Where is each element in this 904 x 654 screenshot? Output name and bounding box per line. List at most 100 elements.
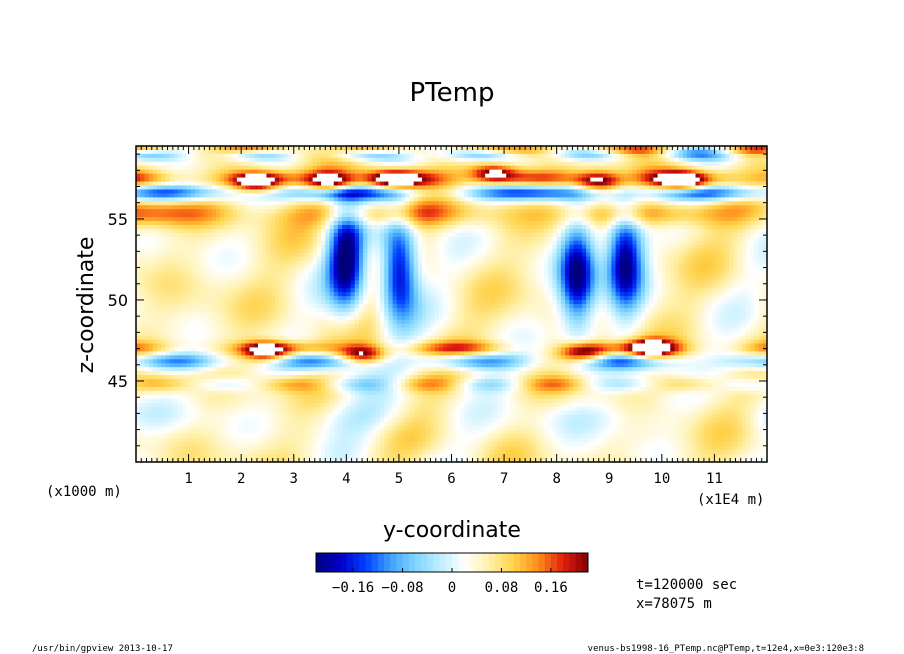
heatmap-cell — [354, 228, 360, 234]
heatmap-cell — [657, 248, 663, 254]
heatmap-cell — [493, 268, 499, 273]
heatmap-cell — [367, 228, 373, 234]
heatmap-cell — [737, 240, 743, 246]
heatmap-cell — [401, 177, 406, 183]
heatmap-cell — [615, 189, 621, 194]
heatmap-cell — [489, 228, 495, 234]
heatmap-cell — [182, 248, 188, 254]
heatmap-cell — [544, 272, 549, 277]
heatmap-cell — [573, 165, 579, 171]
heatmap-cell — [586, 236, 591, 242]
heatmap-cell — [649, 149, 655, 155]
heatmap-cell — [152, 205, 158, 210]
heatmap-cell — [645, 177, 650, 183]
heatmap-cell — [565, 149, 570, 155]
heatmap-cell — [602, 201, 608, 206]
heatmap-cell — [506, 165, 511, 171]
heatmap-cell — [392, 189, 398, 194]
heatmap-cell — [438, 260, 444, 266]
heatmap-cell — [430, 149, 436, 155]
heatmap-cell — [514, 256, 520, 262]
heatmap-cell — [215, 260, 221, 266]
heatmap-cell — [745, 260, 751, 266]
heatmap-cell — [733, 165, 739, 171]
heatmap-cell — [548, 217, 554, 222]
heatmap-cell — [283, 205, 289, 210]
heatmap-cell — [224, 228, 230, 234]
heatmap-cell — [358, 221, 364, 226]
heatmap-cell — [699, 177, 705, 183]
heatmap-cell — [468, 161, 474, 167]
heatmap-cell — [396, 256, 402, 262]
heatmap-cell — [514, 244, 520, 250]
heatmap-cell — [687, 213, 692, 218]
heatmap-cell — [729, 225, 734, 230]
heatmap-cell — [379, 232, 385, 238]
heatmap-cell — [531, 268, 537, 273]
heatmap-cell — [523, 185, 528, 191]
heatmap-cell — [754, 225, 760, 230]
heatmap-cell — [333, 173, 339, 179]
heatmap-cell — [245, 260, 251, 266]
heatmap-cell — [148, 209, 154, 214]
heatmap-cell — [565, 252, 570, 258]
heatmap-cell — [666, 185, 671, 191]
heatmap-cell — [253, 240, 259, 246]
heatmap-cell — [346, 209, 352, 214]
heatmap-cell — [670, 185, 676, 191]
heatmap-cell — [401, 181, 406, 187]
heatmap-cell — [384, 146, 389, 151]
heatmap-cell — [287, 177, 293, 183]
heatmap-cell — [577, 209, 583, 214]
heatmap-cell — [724, 244, 730, 250]
heatmap-cell — [556, 260, 562, 266]
heatmap-cell — [287, 161, 293, 167]
heatmap-cell — [464, 165, 469, 171]
heatmap-cell — [312, 157, 318, 163]
heatmap-cell — [350, 264, 356, 270]
heatmap-cell — [253, 149, 259, 155]
heatmap-cell — [207, 221, 213, 226]
heatmap-cell — [758, 189, 764, 194]
heatmap-cell — [220, 177, 225, 183]
heatmap-cell — [666, 256, 671, 262]
heatmap-cell — [623, 209, 629, 214]
heatmap-cell — [257, 232, 263, 238]
heatmap-cell — [430, 185, 436, 191]
heatmap-cell — [295, 264, 301, 270]
heatmap-cell — [283, 177, 289, 183]
heatmap-cell — [346, 244, 352, 250]
heatmap-cell — [169, 217, 175, 222]
heatmap-cell — [157, 217, 162, 222]
heatmap-cell — [262, 185, 268, 191]
heatmap-cell — [729, 173, 734, 179]
heatmap-cell — [333, 232, 339, 238]
heatmap-cell — [312, 221, 318, 226]
heatmap-cell — [560, 201, 566, 206]
heatmap-cell — [266, 197, 272, 202]
heatmap-cell — [649, 177, 655, 183]
heatmap-cell — [409, 272, 415, 277]
heatmap-cell — [544, 185, 549, 191]
heatmap-cell — [228, 236, 234, 242]
heatmap-cell — [325, 221, 331, 226]
heatmap-cell — [232, 225, 238, 230]
heatmap-cell — [598, 181, 604, 187]
heatmap-cell — [708, 221, 713, 226]
heatmap-cell — [363, 272, 368, 277]
heatmap-cell — [489, 225, 495, 230]
heatmap-cell — [337, 225, 343, 230]
heatmap-cell — [173, 260, 179, 266]
heatmap-cell — [476, 161, 482, 167]
heatmap-cell — [514, 268, 520, 273]
heatmap-cell — [363, 146, 368, 151]
heatmap-cell — [724, 272, 730, 277]
heatmap-cell — [148, 213, 154, 218]
heatmap-cell — [762, 256, 767, 262]
heatmap-cell — [434, 161, 440, 167]
heatmap-cell — [401, 264, 406, 270]
heatmap-cell — [232, 264, 238, 270]
heatmap-cell — [371, 189, 377, 194]
heatmap-cell — [211, 181, 217, 187]
heatmap-cell — [506, 185, 511, 191]
